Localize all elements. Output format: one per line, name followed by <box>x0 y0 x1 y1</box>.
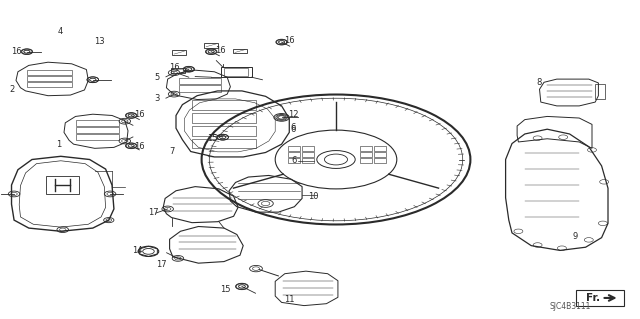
Bar <box>76 120 119 126</box>
Text: 15: 15 <box>207 134 218 143</box>
Bar <box>27 70 72 75</box>
Text: 5: 5 <box>154 73 159 82</box>
Text: 16: 16 <box>11 47 21 56</box>
Bar <box>360 152 372 157</box>
Bar <box>204 43 218 48</box>
Bar <box>76 127 119 133</box>
Text: 6: 6 <box>291 123 296 132</box>
Text: Fr.: Fr. <box>586 293 600 303</box>
Bar <box>302 158 314 163</box>
Text: 6: 6 <box>291 125 296 134</box>
Text: 8: 8 <box>536 78 541 87</box>
Bar <box>360 158 372 163</box>
Text: 14: 14 <box>132 246 143 255</box>
Bar <box>360 146 372 151</box>
Text: 1: 1 <box>56 140 61 149</box>
Bar <box>374 152 386 157</box>
Text: 15: 15 <box>220 285 230 294</box>
Text: 12: 12 <box>288 110 298 119</box>
Text: 16: 16 <box>284 36 294 45</box>
Bar <box>46 176 79 194</box>
Text: 10: 10 <box>308 192 319 201</box>
Text: 17: 17 <box>156 260 166 269</box>
Text: 6: 6 <box>292 156 297 165</box>
Bar <box>192 139 256 148</box>
Text: 16: 16 <box>216 46 226 55</box>
Bar <box>192 113 256 123</box>
Text: 9: 9 <box>572 232 577 241</box>
Bar <box>576 290 624 306</box>
Bar <box>374 158 386 163</box>
Text: SJC4B3111: SJC4B3111 <box>549 302 591 311</box>
Bar <box>288 152 300 157</box>
Text: 4: 4 <box>58 27 63 36</box>
Text: 7: 7 <box>169 147 174 156</box>
Bar <box>179 78 221 84</box>
Text: 13: 13 <box>94 37 104 46</box>
Bar <box>76 134 119 140</box>
Bar <box>374 146 386 151</box>
Bar <box>288 146 300 151</box>
Bar <box>233 48 247 54</box>
Bar <box>192 126 256 136</box>
Bar <box>221 67 252 77</box>
Bar <box>302 146 314 151</box>
Text: 17: 17 <box>148 208 159 217</box>
Text: 16: 16 <box>134 110 145 119</box>
Bar <box>27 76 72 81</box>
Bar <box>595 84 605 99</box>
Bar <box>27 82 72 87</box>
Bar <box>172 50 186 55</box>
Text: 11: 11 <box>284 295 294 304</box>
Bar <box>192 100 256 110</box>
Bar <box>288 158 300 163</box>
Text: 2: 2 <box>9 85 14 94</box>
Bar <box>171 68 185 72</box>
Text: 16: 16 <box>134 142 145 151</box>
Text: 16: 16 <box>169 63 179 72</box>
Text: 3: 3 <box>154 94 159 103</box>
Bar <box>179 85 221 92</box>
Bar <box>224 68 248 76</box>
Bar <box>302 152 314 157</box>
